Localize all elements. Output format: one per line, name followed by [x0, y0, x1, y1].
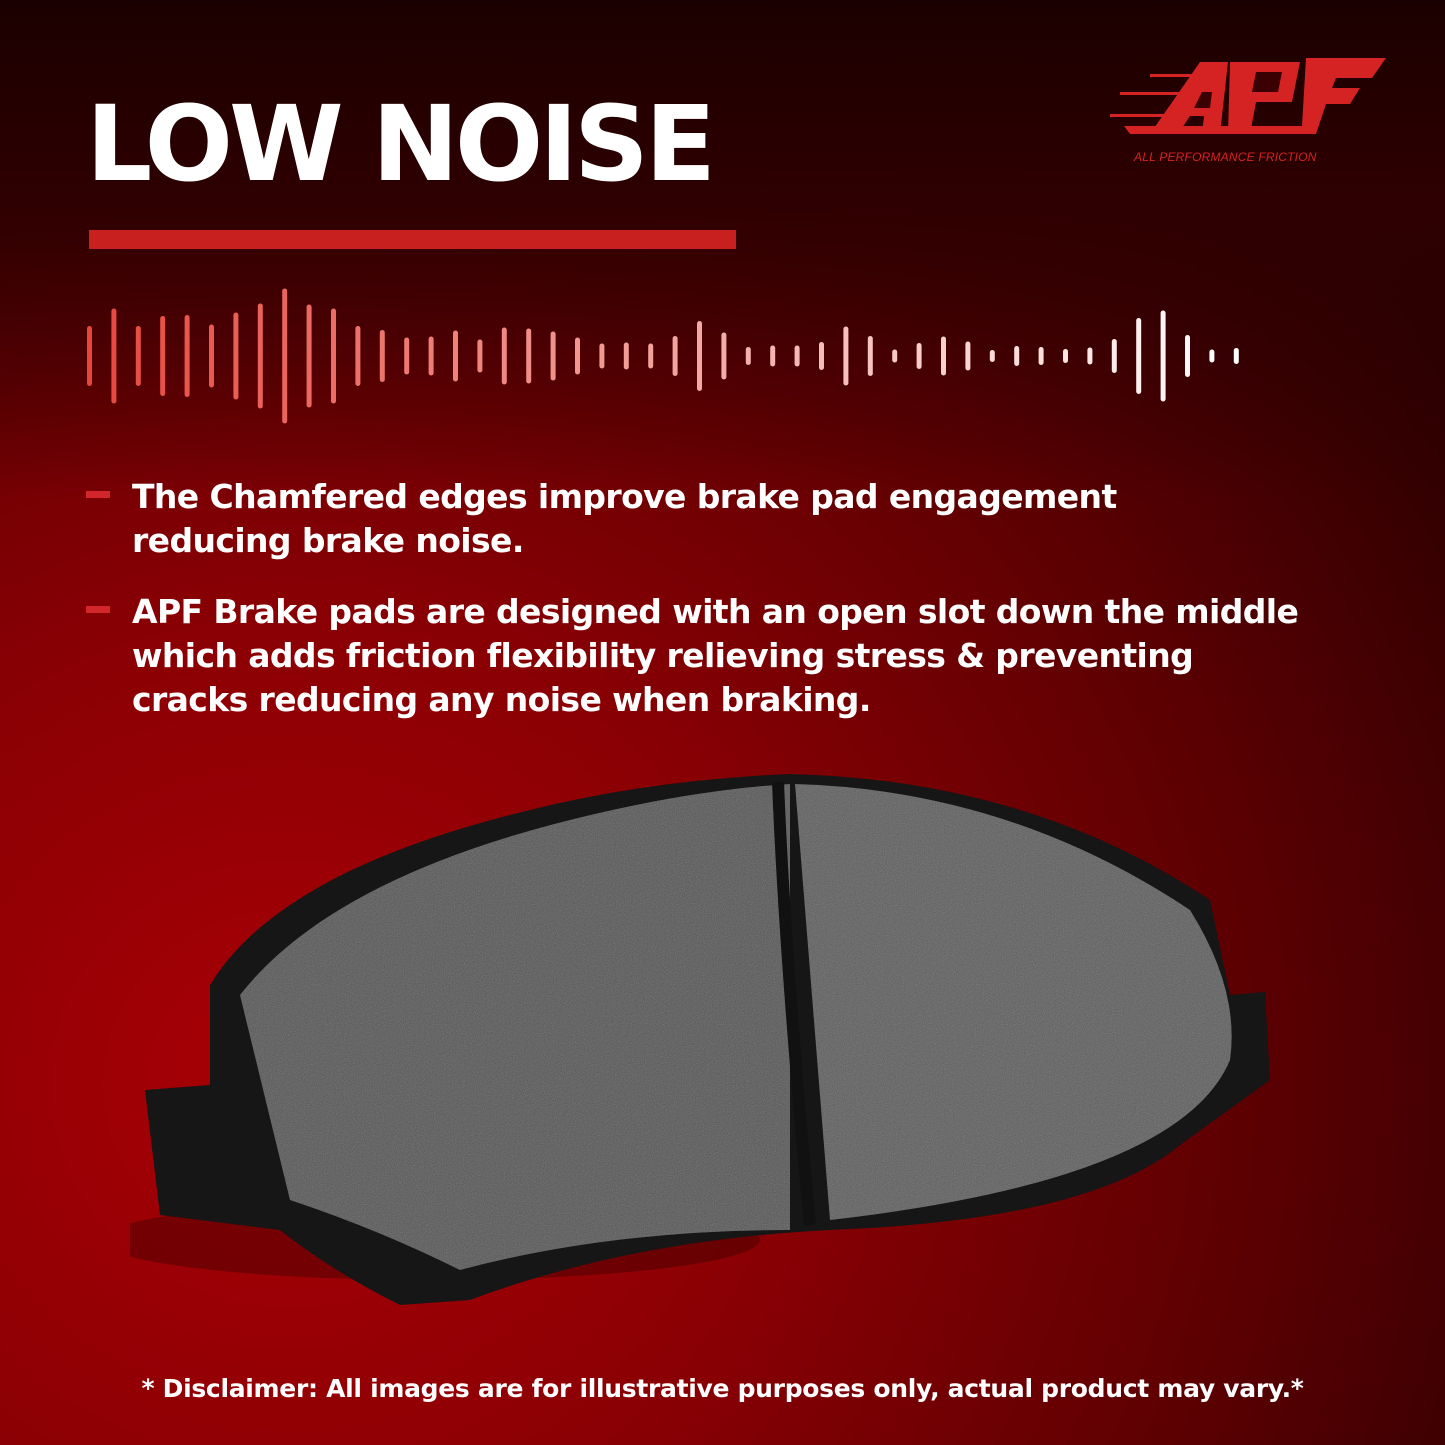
- wave-bar: [623, 342, 629, 370]
- wave-bar: [843, 326, 849, 386]
- wave-bar: [1160, 310, 1166, 402]
- bullet-text: APF Brake pads are designed with an open…: [132, 592, 1299, 719]
- wave-bar: [794, 345, 800, 367]
- wave-bar: [428, 336, 434, 376]
- wave-bar: [745, 347, 751, 365]
- wave-bar: [770, 345, 776, 367]
- wave-bar: [941, 336, 946, 376]
- wave-bar: [648, 343, 654, 369]
- wave-bar: [672, 336, 678, 376]
- wave-bar: [233, 312, 239, 400]
- logo-tagline: ALL PERFORMANCE FRICTION: [1134, 150, 1317, 164]
- wave-bar: [892, 349, 898, 363]
- wave-bar: [379, 330, 385, 382]
- wave-bar: [1038, 347, 1044, 365]
- wave-bar: [1014, 346, 1020, 366]
- wave-bar: [965, 341, 971, 371]
- wave-bar: [477, 339, 483, 373]
- wave-bar: [111, 308, 117, 404]
- wave-bar: [331, 308, 336, 404]
- bullet-dash: [86, 491, 110, 498]
- wave-bar: [550, 331, 556, 381]
- sound-wave: [87, 288, 1239, 424]
- wave-bar: [87, 326, 92, 386]
- wave-bar: [501, 327, 507, 385]
- wave-bar: [257, 303, 263, 409]
- wave-bar: [1209, 349, 1215, 363]
- wave-bar: [160, 316, 166, 396]
- wave-bar: [282, 288, 288, 424]
- wave-bar: [1087, 347, 1093, 365]
- wave-bar: [599, 343, 605, 369]
- wave-bar: [575, 337, 580, 375]
- brake-pad-image: [130, 774, 1270, 1305]
- wave-bar: [526, 328, 532, 384]
- wave-bar: [1111, 339, 1117, 373]
- wave-bar: [209, 324, 214, 388]
- wave-bar: [184, 315, 190, 397]
- title-underline: [89, 230, 736, 249]
- bullet-text: The Chamfered edges improve brake pad en…: [132, 477, 1117, 560]
- wave-bar: [306, 304, 312, 408]
- wave-bar: [135, 326, 141, 386]
- wave-bar: [1136, 318, 1142, 394]
- wave-bar: [355, 326, 361, 386]
- wave-bar: [721, 332, 727, 380]
- wave-bar: [697, 321, 702, 391]
- wave-bar: [1233, 348, 1239, 364]
- wave-bar: [453, 330, 458, 382]
- disclaimer-text: * Disclaimer: All images are for illustr…: [141, 1374, 1304, 1403]
- wave-bar: [867, 336, 873, 376]
- wave-bar: [989, 350, 995, 362]
- wave-bar: [916, 343, 922, 369]
- wave-bar: [404, 337, 410, 375]
- wave-bar: [1063, 349, 1068, 363]
- bullet-dash: [86, 606, 110, 613]
- wave-bar: [1185, 335, 1190, 377]
- page-title: LOW NOISE: [86, 83, 716, 205]
- wave-bar: [819, 342, 824, 370]
- apf-logo: [1110, 58, 1386, 134]
